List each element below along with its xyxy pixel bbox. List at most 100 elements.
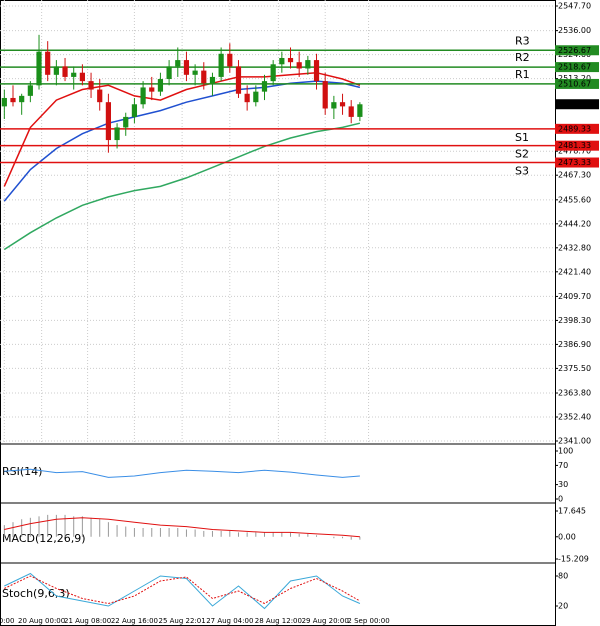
- candle-body: [105, 102, 111, 141]
- level-box: [555, 123, 599, 134]
- level-box: [555, 78, 599, 89]
- level-name: R2: [515, 51, 530, 64]
- candle-body: [244, 93, 250, 103]
- candle-body: [305, 60, 311, 69]
- indicator-line: [3, 122, 361, 251]
- candle-body: [322, 81, 328, 109]
- candle-body: [227, 53, 233, 67]
- candle-body: [209, 76, 216, 84]
- y-tick-label: 2455.60: [558, 195, 591, 204]
- level-value: 2489.33: [558, 124, 591, 133]
- candle-body: [296, 62, 302, 69]
- candle-body: [131, 104, 138, 117]
- panel-title: Stoch(9,6,3): [2, 587, 70, 600]
- candle-body: [357, 104, 363, 117]
- y-tick-label: 0: [558, 495, 563, 504]
- level-name: S1: [515, 131, 529, 144]
- y-tick-label: 70: [558, 461, 568, 470]
- candle-body: [348, 106, 354, 117]
- candle-body: [27, 85, 33, 96]
- level-value: 2510.67: [558, 79, 591, 88]
- y-tick-label: 2478.70: [558, 147, 591, 156]
- candle-body: [19, 95, 25, 103]
- level-name: R3: [515, 34, 530, 47]
- x-tick-label: 21 Aug 08:00: [64, 617, 111, 625]
- price-box: [555, 99, 599, 110]
- level-box: [555, 157, 599, 168]
- y-tick-label: 2547.70: [558, 2, 591, 11]
- y-tick-label: 2432.80: [558, 243, 591, 252]
- level-name: S3: [515, 165, 529, 178]
- candle-body: [201, 70, 207, 84]
- level-box: [555, 62, 599, 73]
- x-tick-label: 22 Aug 16:00: [111, 617, 158, 625]
- y-tick-label: -15.209: [558, 555, 589, 564]
- level-box: [555, 140, 599, 151]
- indicator-line: [4, 468, 360, 478]
- level-value: 2481.33: [558, 141, 591, 150]
- candle-body: [175, 60, 181, 67]
- candle-body: [114, 127, 120, 141]
- candle-body: [235, 66, 242, 94]
- y-tick-label: 0.00: [558, 532, 576, 541]
- indicator-line: [4, 572, 361, 610]
- candle-body: [157, 79, 164, 92]
- y-tick-label: 17.645: [558, 507, 586, 516]
- candle-body: [270, 64, 276, 82]
- candle-body: [313, 60, 320, 82]
- x-tick-label: 20 Aug 00:00: [18, 617, 65, 625]
- level-value: 2526.67: [558, 46, 591, 55]
- x-tick-label: 25 Aug 22:01: [159, 617, 206, 625]
- candle-body: [36, 51, 42, 86]
- level-box: [555, 45, 599, 56]
- candle-body: [79, 72, 85, 82]
- level-name: S2: [515, 148, 529, 161]
- candle-body: [62, 66, 68, 77]
- panel-title: MACD(12,26,9): [2, 532, 86, 545]
- candle-body: [140, 87, 146, 105]
- level-name: R1: [515, 68, 530, 81]
- candle-body: [10, 97, 16, 103]
- candle-body: [339, 102, 346, 107]
- y-tick-label: 2352.40: [558, 413, 591, 422]
- y-tick-label: 2398.30: [558, 316, 591, 325]
- x-tick-label: 27 Aug 04:00: [206, 617, 253, 625]
- candle-body: [71, 72, 77, 77]
- y-tick-label: 2341.00: [558, 437, 591, 446]
- level-value: 2518.67: [558, 63, 591, 72]
- y-tick-label: 2409.70: [558, 292, 591, 301]
- indicator-line: [4, 517, 360, 538]
- y-tick-label: 2467.30: [558, 171, 591, 180]
- y-tick-label: 2513.20: [558, 74, 591, 83]
- last-price: 2501.02: [558, 100, 591, 109]
- candle-body: [183, 60, 190, 75]
- candle-body: [192, 70, 198, 75]
- candle-body: [279, 57, 285, 65]
- panel-title: RSI(14): [2, 465, 42, 478]
- x-tick-label: 28 Aug 12:00: [255, 617, 302, 625]
- candle-body: [53, 66, 59, 75]
- y-tick-label: 2363.80: [558, 389, 591, 398]
- candle-body: [331, 102, 337, 109]
- y-tick-label: 30: [558, 480, 568, 489]
- candle-body: [287, 57, 294, 63]
- y-tick-label: 2444.20: [558, 219, 591, 228]
- candle-body: [261, 81, 268, 92]
- indicator-line: [4, 575, 361, 605]
- candle-body: [45, 51, 51, 75]
- candle-body: [88, 81, 94, 90]
- y-tick-label: 80: [558, 572, 568, 581]
- candle-body: [253, 91, 259, 103]
- candle-body: [123, 116, 129, 128]
- indicator-line: [3, 80, 361, 202]
- x-tick-label: 2 Sep 00:00: [347, 617, 389, 625]
- candle-body: [218, 53, 224, 77]
- x-tick-label: 29 Aug 20:00: [302, 617, 349, 625]
- x-tick-label: 20:00: [0, 617, 14, 625]
- y-tick-label: 2536.00: [558, 26, 591, 35]
- candle-body: [97, 89, 103, 103]
- candle-body: [1, 97, 7, 107]
- y-tick-label: 2421.40: [558, 267, 591, 276]
- y-tick-label: 2386.90: [558, 340, 591, 349]
